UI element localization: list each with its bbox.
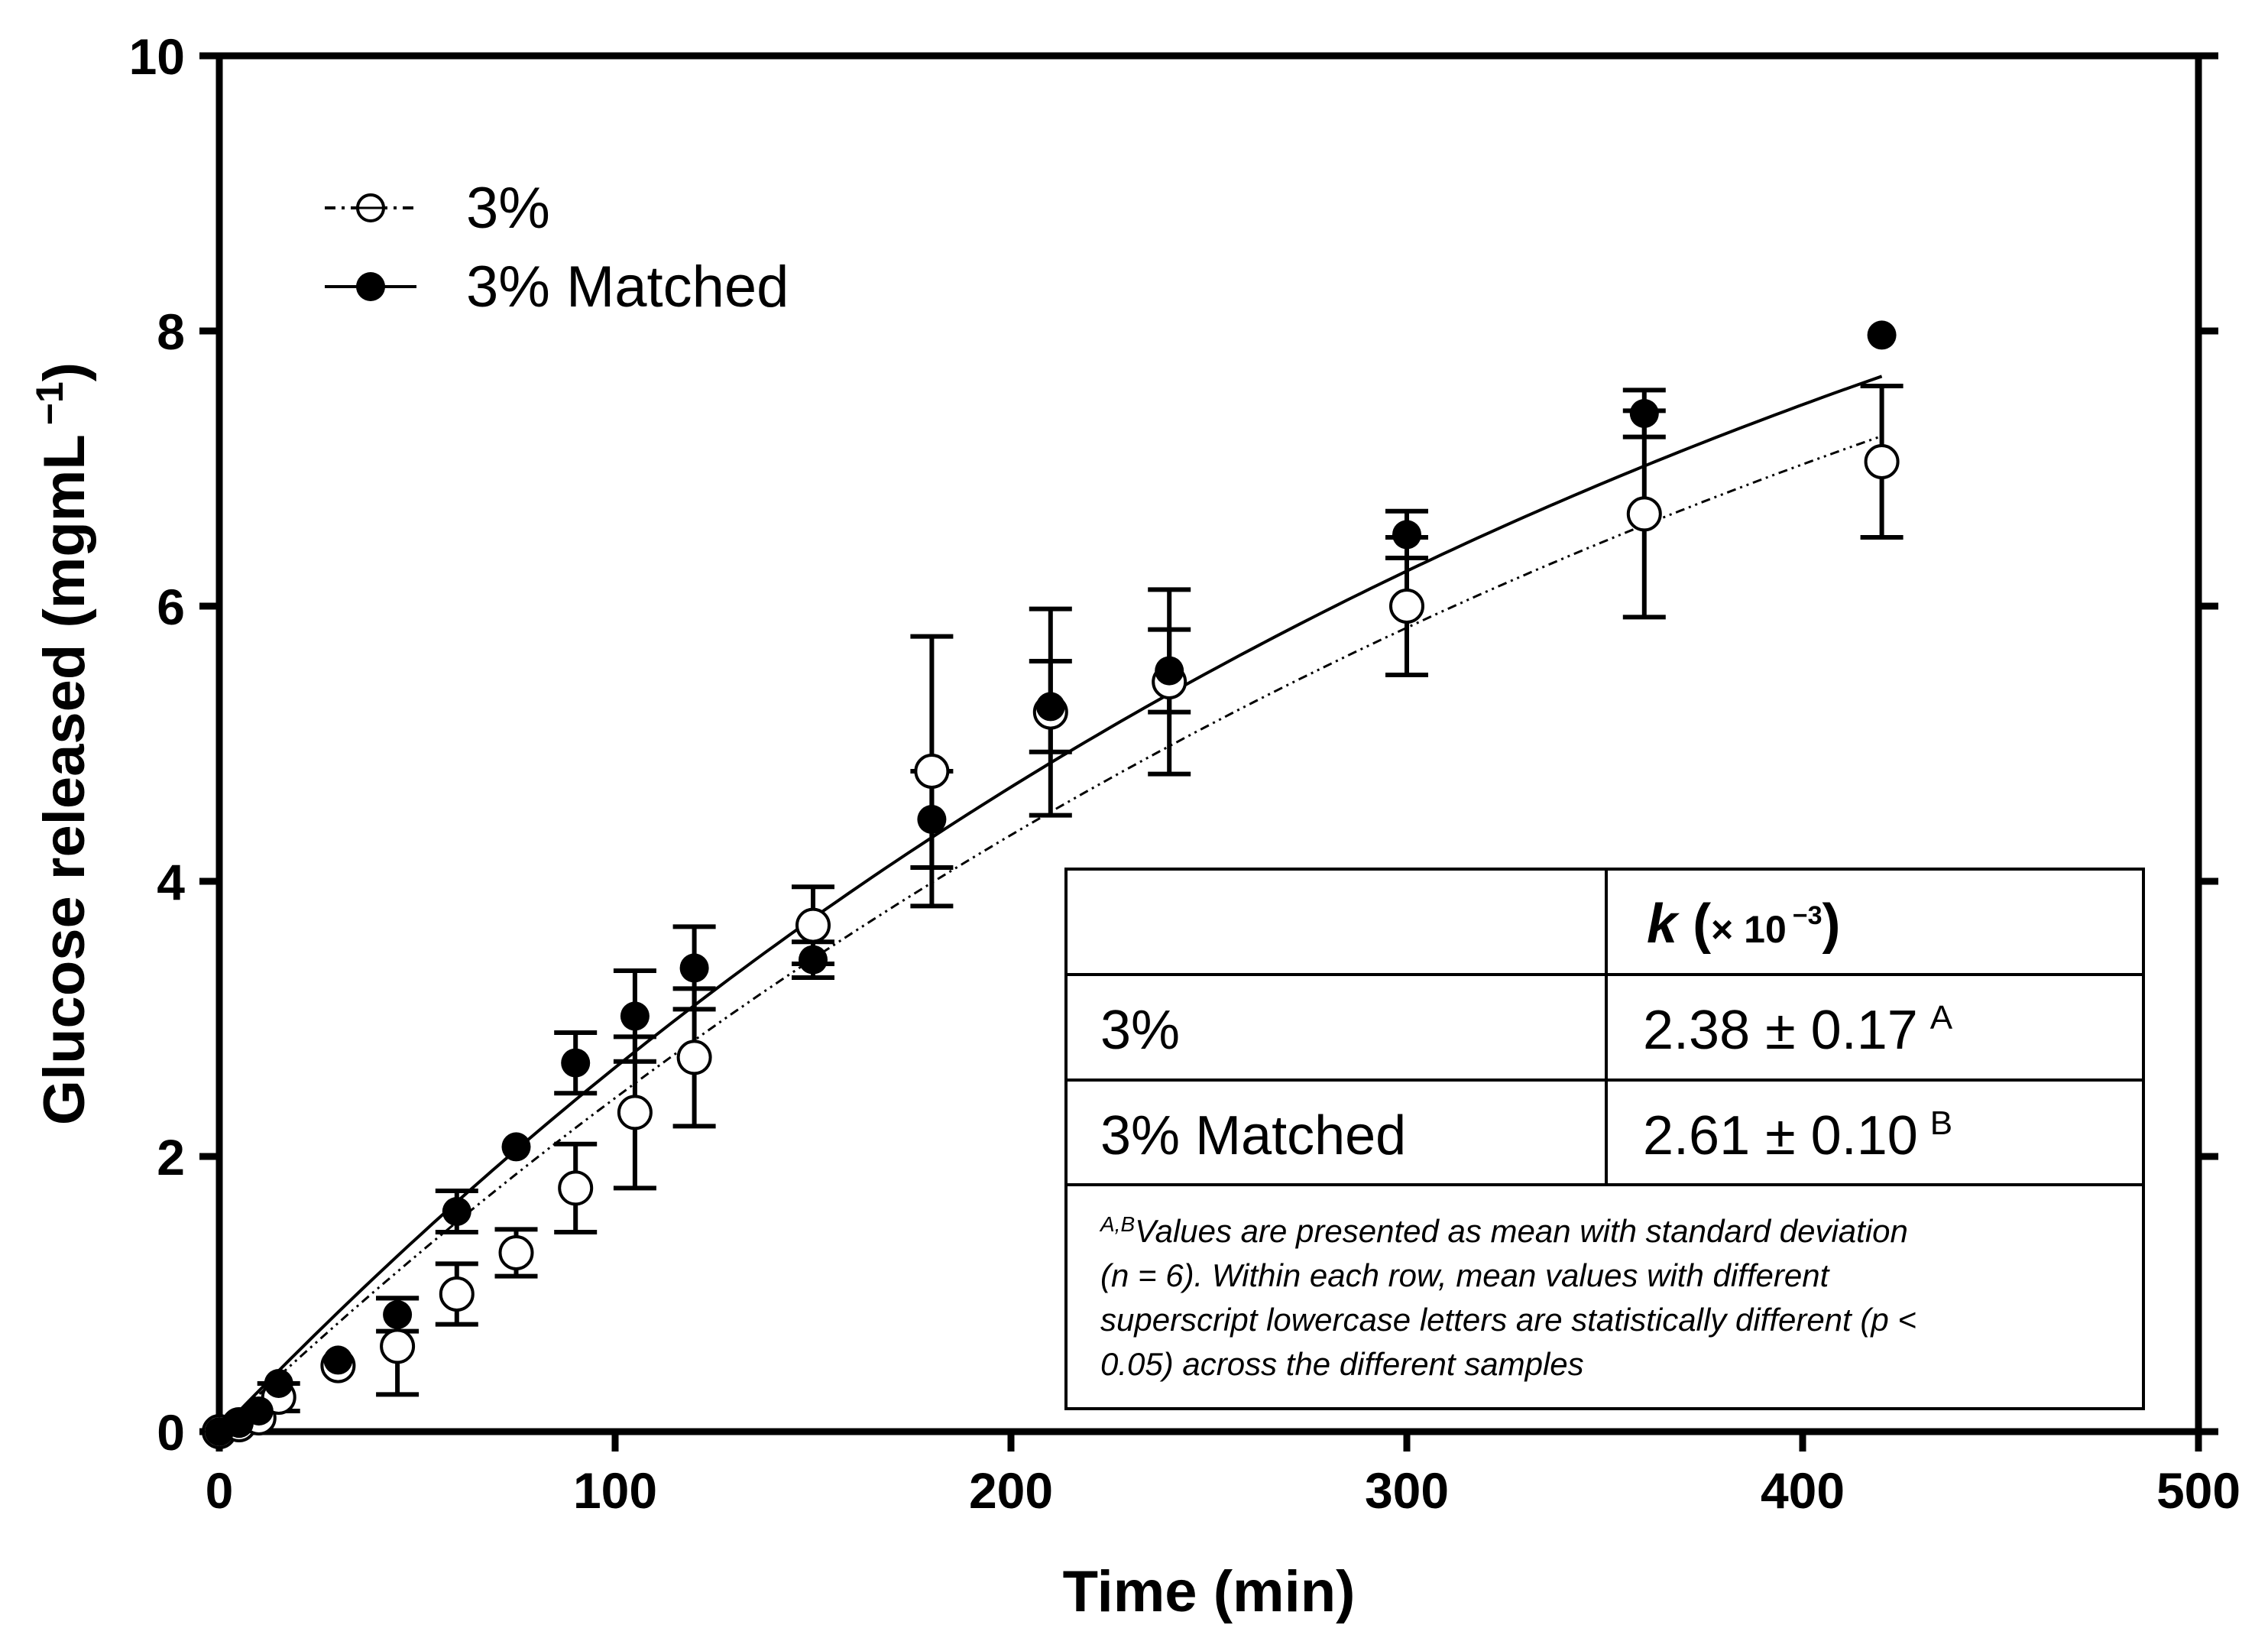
table-row-2-value: 2.61 ± 0.10 B bbox=[1643, 1104, 1952, 1166]
table-row-2-label: 3% Matched bbox=[1100, 1105, 1406, 1166]
point-3pct-matched-4 bbox=[323, 1345, 353, 1375]
point-3pct-matched-12 bbox=[917, 805, 947, 834]
point-3pct-matched-5 bbox=[383, 1300, 413, 1329]
point-3pct-matched-6 bbox=[442, 1197, 471, 1226]
point-3pct-matched-17 bbox=[1867, 320, 1897, 350]
point-3pct-15 bbox=[1389, 589, 1424, 624]
point-3pct-matched-9 bbox=[620, 1001, 650, 1031]
point-3pct-11 bbox=[795, 907, 831, 943]
point-3pct-17 bbox=[1864, 444, 1900, 479]
y-axis-title: Glucose released (mgmL −1) bbox=[28, 362, 97, 1125]
table-note-line-3: superscript lowercase letters are statis… bbox=[1100, 1302, 1916, 1338]
x-tick-label-0: 0 bbox=[206, 1462, 234, 1519]
point-3pct-9 bbox=[617, 1095, 653, 1130]
legend: 3% 3% Matched bbox=[325, 176, 789, 319]
point-3pct-matched-7 bbox=[501, 1132, 531, 1162]
axis-tick-labels: 0 100 200 300 400 500 0 2 4 6 8 10 bbox=[129, 28, 2240, 1519]
row-1-value-text: 2.38 ± 0.17 bbox=[1643, 1000, 1918, 1061]
y-axis-title-exponent: −1 bbox=[28, 381, 71, 425]
legend-label-3pct: 3% bbox=[466, 176, 550, 241]
point-3pct-matched-8 bbox=[561, 1048, 591, 1078]
point-3pct-6 bbox=[439, 1276, 475, 1312]
row-1-superscript: A bbox=[1930, 999, 1953, 1036]
x-tick-label-100: 100 bbox=[573, 1462, 657, 1519]
point-3pct-matched-10 bbox=[679, 953, 709, 983]
k-exponent: −3 bbox=[1793, 901, 1823, 930]
note-line-1-text: Values are presented as mean with standa… bbox=[1135, 1213, 1908, 1249]
point-3pct-matched-11 bbox=[799, 945, 828, 975]
row-2-superscript: B bbox=[1930, 1104, 1952, 1142]
point-3pct-matched-14 bbox=[1155, 656, 1184, 686]
k-paren-open: ( bbox=[1693, 894, 1711, 955]
point-3pct-8 bbox=[558, 1170, 594, 1206]
y-axis-title-close: ) bbox=[32, 362, 97, 381]
point-3pct-matched-3 bbox=[264, 1369, 293, 1398]
k-times: × 10 bbox=[1711, 908, 1787, 951]
y-tick-label-2: 2 bbox=[157, 1129, 185, 1186]
legend-label-3pct-matched: 3% Matched bbox=[466, 255, 789, 319]
inset-table: k (× 10 −3) 3% 2.38 ± 0.17 A 3% Matched 2.… bbox=[1064, 868, 2145, 1410]
table-note-line-2: (n = 6). Within each row, mean values wi… bbox=[1100, 1257, 1831, 1293]
point-3pct-12 bbox=[914, 754, 950, 789]
y-tick-label-8: 8 bbox=[157, 303, 185, 360]
plot-frame bbox=[215, 52, 2202, 1435]
table-note-line-1: A,BValues are presented as mean with sta… bbox=[1099, 1212, 1908, 1249]
k-symbol: k bbox=[1647, 894, 1680, 955]
point-3pct-7 bbox=[498, 1235, 534, 1270]
y-tick-label-4: 4 bbox=[157, 854, 185, 910]
y-tick-label-10: 10 bbox=[129, 28, 185, 85]
point-3pct-16 bbox=[1626, 496, 1662, 532]
x-tick-label-300: 300 bbox=[1365, 1462, 1449, 1519]
y-tick-label-0: 0 bbox=[157, 1404, 185, 1461]
x-tick-label-400: 400 bbox=[1761, 1462, 1845, 1519]
legend-marker-filled-circle-icon bbox=[356, 272, 385, 301]
x-axis-title: Time (min) bbox=[1063, 1559, 1356, 1624]
point-3pct-matched-15 bbox=[1392, 520, 1421, 550]
legend-item-3pct-matched: 3% Matched bbox=[325, 255, 789, 319]
table-note-line-4: 0.05) across the different samples bbox=[1100, 1346, 1584, 1382]
x-tick-label-500: 500 bbox=[2156, 1462, 2240, 1519]
legend-item-3pct: 3% bbox=[325, 176, 550, 241]
note-superscript: A,B bbox=[1099, 1212, 1135, 1236]
x-tick-label-200: 200 bbox=[969, 1462, 1053, 1519]
data-markers bbox=[202, 320, 1900, 1449]
point-3pct-5 bbox=[380, 1328, 416, 1364]
point-3pct-10 bbox=[676, 1040, 712, 1075]
k-paren-close: ) bbox=[1823, 894, 1841, 955]
point-3pct-matched-2 bbox=[244, 1396, 274, 1426]
y-axis-title-main: Glucose released (mgmL bbox=[32, 434, 97, 1125]
table-header-k: k (× 10 −3) bbox=[1647, 894, 1841, 955]
table-row-1-value: 2.38 ± 0.17 A bbox=[1643, 999, 1953, 1061]
point-3pct-matched-16 bbox=[1629, 399, 1659, 428]
table-row-1-label: 3% bbox=[1100, 1000, 1180, 1061]
point-3pct-matched-13 bbox=[1035, 692, 1065, 722]
row-2-value-text: 2.61 ± 0.10 bbox=[1643, 1105, 1918, 1166]
y-tick-label-6: 6 bbox=[157, 579, 185, 635]
